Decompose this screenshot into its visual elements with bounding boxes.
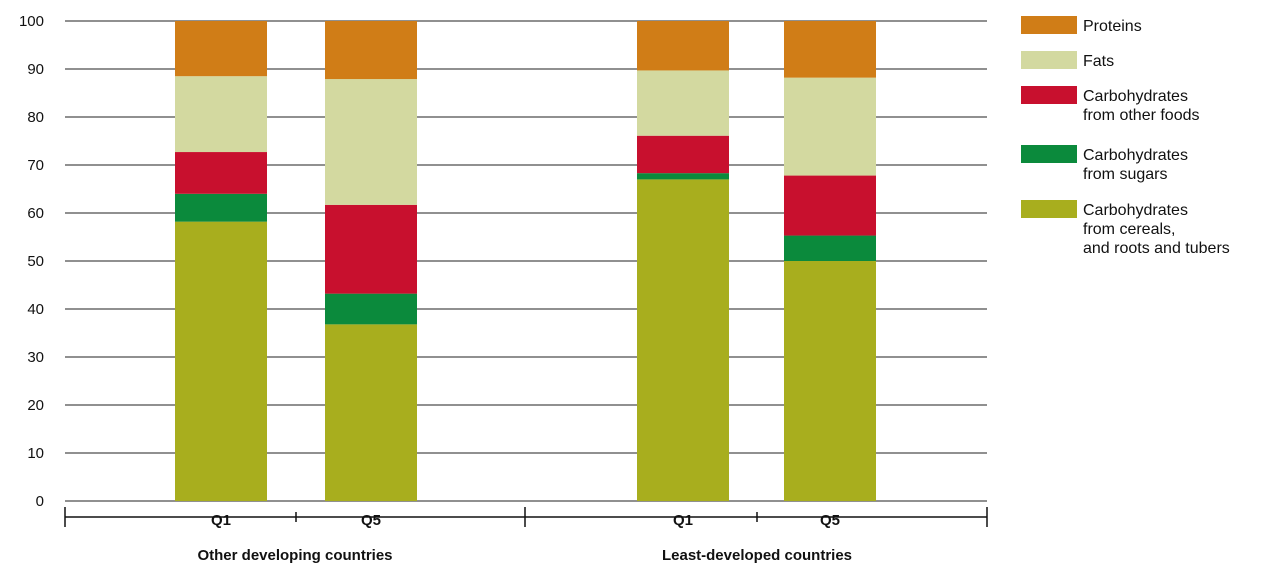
legend-label: Carbohydrates: [1083, 202, 1188, 219]
x-category-label: Q1: [211, 512, 231, 529]
bar-segment: [784, 77, 876, 176]
y-axis-ticks: 0 10 20 30 40 50 60 70 80 90 100: [19, 13, 44, 510]
bar-segment: [784, 21, 876, 78]
x-category-label: Q5: [820, 512, 840, 529]
legend-label: from sugars: [1083, 166, 1167, 183]
bar-segment: [175, 21, 267, 77]
x-axis: [64, 507, 988, 527]
bar-segment: [637, 173, 729, 180]
bar-segment: [637, 21, 729, 71]
y-tick-label: 60: [27, 205, 44, 222]
bar-segment: [325, 21, 417, 80]
y-tick-label: 50: [27, 253, 44, 270]
legend-label: and roots and tubers: [1083, 240, 1230, 257]
y-tick-label: 10: [27, 445, 44, 462]
bar-segment: [637, 70, 729, 136]
legend-label: from other foods: [1083, 107, 1200, 124]
bar-segment: [325, 293, 417, 325]
legend-swatch: [1021, 200, 1077, 218]
bar-segment: [175, 152, 267, 194]
bar-segment: [637, 179, 729, 501]
x-axis-labels: Q1 Q5 Q1 Q5 Other developing countries Least-…: [197, 512, 852, 564]
y-tick-label: 0: [36, 493, 44, 510]
legend-label: Carbohydrates: [1083, 88, 1188, 105]
bar-segment: [175, 76, 267, 153]
legend-swatch: [1021, 86, 1077, 104]
bar-segment: [784, 235, 876, 261]
y-tick-label: 40: [27, 301, 44, 318]
x-group-label: Least-developed countries: [662, 547, 852, 564]
x-category-label: Q1: [673, 512, 693, 529]
bar-segment: [637, 135, 729, 174]
legend-label: Fats: [1083, 53, 1114, 70]
x-group-label: Other developing countries: [197, 547, 392, 564]
bar-segment: [784, 175, 876, 236]
legend-label: from cereals,: [1083, 221, 1175, 238]
bar-segment: [325, 324, 417, 501]
bar-segment: [175, 193, 267, 222]
y-tick-label: 20: [27, 397, 44, 414]
legend-swatch: [1021, 51, 1077, 69]
legend-swatch: [1021, 16, 1077, 34]
bars: [175, 21, 876, 501]
bar-segment: [325, 204, 417, 294]
y-tick-label: 80: [27, 109, 44, 126]
y-tick-label: 30: [27, 349, 44, 366]
y-tick-label: 70: [27, 157, 44, 174]
bar-segment: [175, 221, 267, 501]
legend-label: Carbohydrates: [1083, 147, 1188, 164]
legend: Proteins Fats Carbohydrates from other food…: [1021, 16, 1230, 257]
y-tick-label: 90: [27, 61, 44, 78]
bar-segment: [784, 261, 876, 501]
bar-segment: [325, 79, 417, 205]
legend-swatch: [1021, 145, 1077, 163]
x-category-label: Q5: [361, 512, 381, 529]
legend-label: Proteins: [1083, 18, 1142, 35]
y-tick-label: 100: [19, 13, 44, 30]
